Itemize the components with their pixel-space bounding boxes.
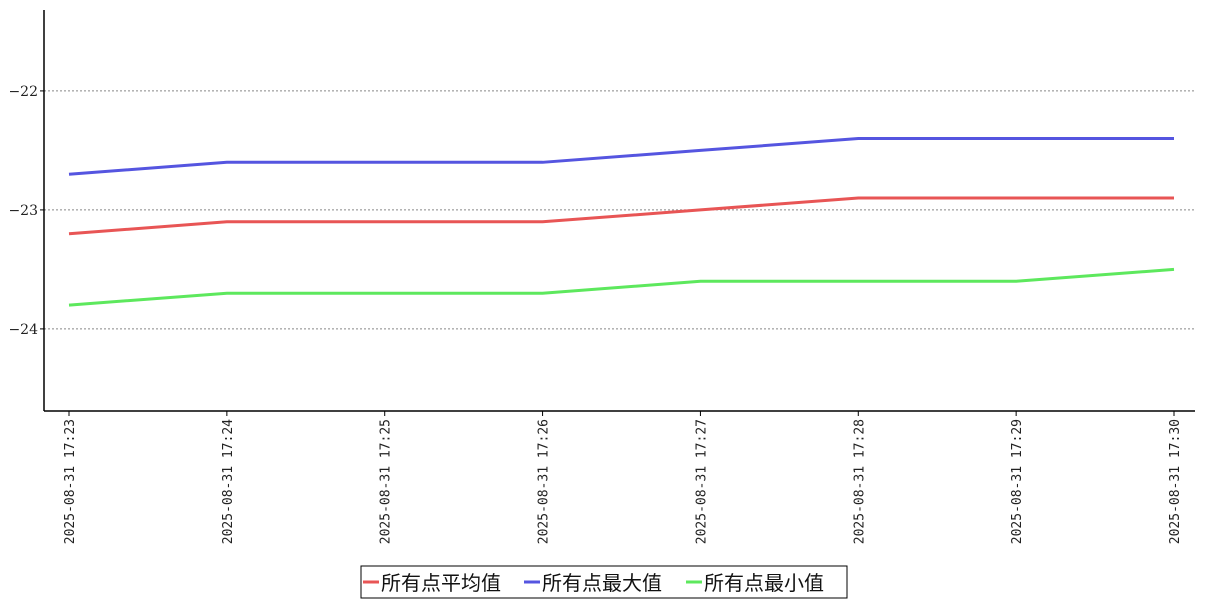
x-tick-label: 2025-08-31 17:25: [379, 419, 394, 544]
series-lines: [68, 137, 1175, 307]
legend-label: 所有点最大值: [542, 571, 662, 595]
legend: 所有点平均值 所有点最大值 所有点最小值: [360, 565, 848, 599]
x-tick-label: 2025-08-31 17:24: [221, 419, 236, 544]
y-tick-label: −23: [8, 203, 38, 219]
series-line-2: [68, 267, 1175, 307]
y-tick-label: −22: [8, 84, 38, 100]
x-tick-label: 2025-08-31 17:29: [1010, 419, 1025, 544]
x-tick-label: 2025-08-31 17:27: [694, 419, 709, 544]
x-tick-label: 2025-08-31 17:23: [63, 419, 78, 544]
series-line-1: [68, 137, 1174, 176]
x-tick-label: 2025-08-31 17:28: [852, 419, 867, 544]
legend-label: 所有点最小值: [704, 571, 824, 595]
legend-box: [360, 565, 848, 599]
legend-label: 所有点平均值: [381, 571, 501, 595]
y-axis-labels: −22 −23 −24: [8, 84, 44, 338]
x-tick-label: 2025-08-31 17:30: [1168, 419, 1183, 544]
y-tick-label: −24: [8, 322, 38, 338]
x-axis-labels: 2025-08-31 17:23 2025-08-31 17:24 2025-08-…: [63, 411, 1183, 544]
series-line-0: [68, 196, 1174, 236]
x-tick-label: 2025-08-31 17:26: [537, 419, 552, 544]
